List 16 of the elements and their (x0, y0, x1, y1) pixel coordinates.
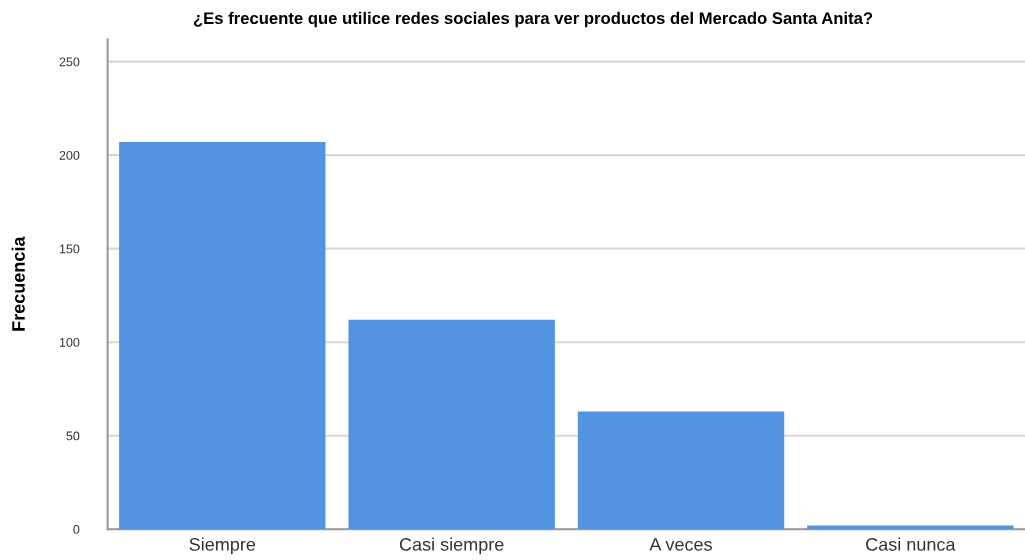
y-tick-label: 150 (59, 244, 80, 254)
y-axis-title: Frecuencia (11, 236, 25, 331)
y-tick-label: 50 (66, 431, 80, 441)
y-tick-label: 200 (59, 150, 80, 160)
x-tick-label: A veces (649, 538, 712, 551)
y-tick-label: 100 (59, 337, 80, 347)
bar (348, 319, 555, 530)
bar (807, 525, 1014, 530)
chart-title: ¿Es frecuente que utilice redes sociales para ver productos del Mercado Santa Anita? (193, 11, 873, 28)
x-tick-label: Siempre (189, 537, 256, 555)
bar (119, 142, 326, 530)
bar (577, 411, 785, 530)
x-tick-label: Casi siempre (399, 537, 504, 555)
y-tick-label: 0 (73, 525, 80, 534)
y-tick-label: 250 (59, 57, 80, 67)
x-tick-label: Casi nunca (866, 537, 956, 551)
